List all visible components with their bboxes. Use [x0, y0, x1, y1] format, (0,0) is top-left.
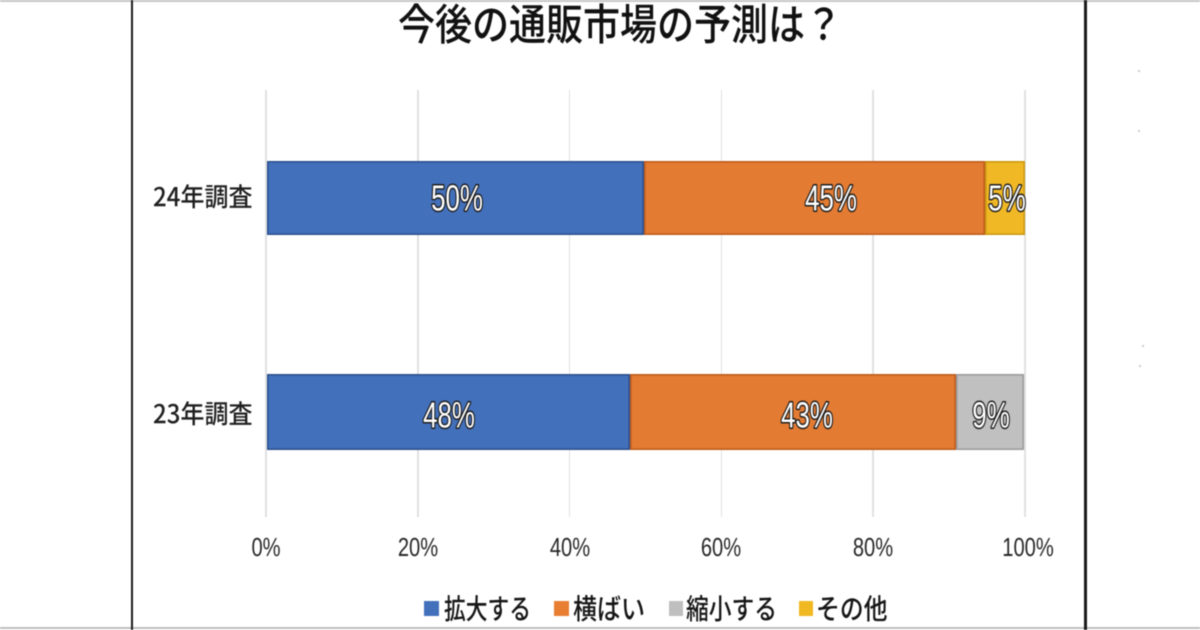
svg-text:5%: 5% [988, 178, 1025, 218]
svg-text:60%: 60% [701, 532, 741, 561]
svg-text:0%: 0% [251, 532, 280, 561]
svg-text:43%: 43% [781, 395, 833, 435]
svg-text:50%: 50% [431, 178, 483, 218]
svg-text:20%: 20% [398, 532, 438, 561]
svg-text:40%: 40% [549, 532, 589, 561]
svg-text:48%: 48% [423, 395, 475, 435]
svg-text:100%: 100% [1002, 532, 1054, 561]
svg-text:80%: 80% [853, 532, 893, 561]
svg-text:9%: 9% [972, 395, 1009, 435]
svg-text:45%: 45% [805, 178, 857, 218]
